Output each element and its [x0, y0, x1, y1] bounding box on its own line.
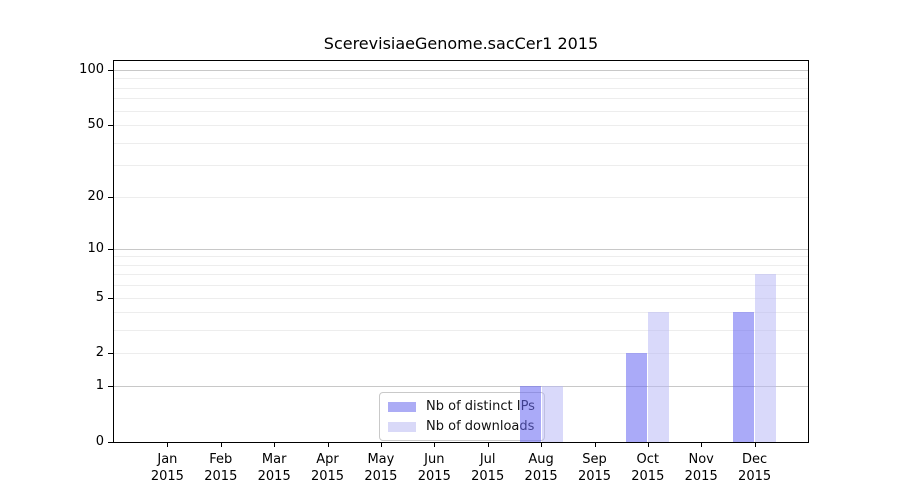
x-tick-label: Dec 2015: [738, 452, 772, 484]
y-tick: [108, 353, 113, 355]
minor-gridline: [114, 78, 808, 80]
y-tick: [108, 386, 113, 388]
minor-gridline: [114, 330, 808, 332]
y-tick-label: 20: [87, 188, 104, 204]
x-tick: [701, 443, 703, 447]
minor-gridline: [114, 264, 808, 266]
y-tick-label: 2: [95, 345, 104, 361]
chart-title: ScerevisiaeGenome.sacCer1 2015: [323, 34, 599, 53]
x-tick-label: Jan 2015: [150, 452, 184, 484]
x-tick-label: Apr 2015: [310, 452, 345, 484]
x-tick: [327, 443, 329, 447]
minor-gridline: [114, 274, 808, 276]
bar-downloads: [541, 386, 563, 442]
minor-gridline: [114, 353, 808, 355]
y-tick: [108, 297, 113, 299]
x-tick: [754, 443, 756, 447]
x-tick: [274, 443, 276, 447]
minor-gridline: [114, 98, 808, 100]
legend-label-downloads: Nb of downloads: [426, 419, 535, 434]
legend-label-distinct-ips: Nb of distinct IPs: [426, 399, 535, 414]
legend-item-distinct-ips: Nb of distinct IPs: [388, 399, 535, 414]
y-tick: [108, 248, 113, 250]
minor-gridline: [114, 256, 808, 258]
y-tick-label: 10: [87, 240, 104, 256]
x-tick-label: Mar 2015: [257, 452, 291, 484]
y-tick-label: 1: [95, 378, 104, 394]
minor-gridline: [114, 142, 808, 144]
minor-gridline: [114, 87, 808, 89]
legend: Nb of distinct IPs Nb of downloads: [379, 392, 545, 441]
legend-swatch-downloads: [388, 421, 416, 432]
bar-distinct-ips: [733, 312, 755, 442]
y-tick-label: 50: [87, 117, 104, 133]
y-tick: [108, 125, 113, 127]
minor-gridline: [114, 110, 808, 112]
x-tick-label: Aug 2015: [524, 452, 558, 484]
y-tick-label: 0: [95, 434, 104, 449]
legend-swatch-distinct-ips: [388, 401, 416, 412]
bar-downloads: [755, 274, 777, 442]
x-tick: [594, 443, 596, 447]
bar-distinct-ips: [519, 386, 541, 442]
x-tick: [541, 443, 543, 447]
major-gridline: [114, 70, 808, 71]
major-gridline: [114, 386, 808, 388]
minor-gridline: [114, 125, 808, 127]
x-tick-label: Sep 2015: [577, 452, 612, 484]
x-tick: [434, 443, 436, 447]
y-tick: [108, 442, 113, 443]
x-tick: [167, 443, 169, 447]
x-tick-label: Feb 2015: [204, 452, 238, 484]
bar-distinct-ips: [626, 353, 648, 442]
minor-gridline: [114, 312, 808, 314]
x-tick-label: Jul 2015: [471, 452, 505, 484]
x-tick: [647, 443, 649, 447]
y-tick: [108, 70, 113, 71]
legend-item-downloads: Nb of downloads: [388, 419, 535, 434]
y-tick: [108, 196, 113, 198]
x-tick-label: Jun 2015: [417, 452, 451, 484]
minor-gridline: [114, 165, 808, 167]
bar-downloads: [648, 312, 670, 442]
minor-gridline: [114, 285, 808, 287]
x-tick-label: Nov 2015: [684, 452, 718, 484]
x-tick: [487, 443, 489, 447]
plot-area: Nb of distinct IPs Nb of downloads: [113, 60, 809, 443]
y-tick-label: 100: [79, 62, 104, 77]
minor-gridline: [114, 196, 808, 198]
x-tick-label: Oct 2015: [631, 452, 665, 484]
x-tick: [220, 443, 222, 447]
major-gridline: [114, 248, 808, 250]
x-tick: [380, 443, 382, 447]
x-tick-label: May 2015: [364, 452, 398, 484]
y-tick-label: 5: [95, 289, 104, 305]
minor-gridline: [114, 297, 808, 299]
